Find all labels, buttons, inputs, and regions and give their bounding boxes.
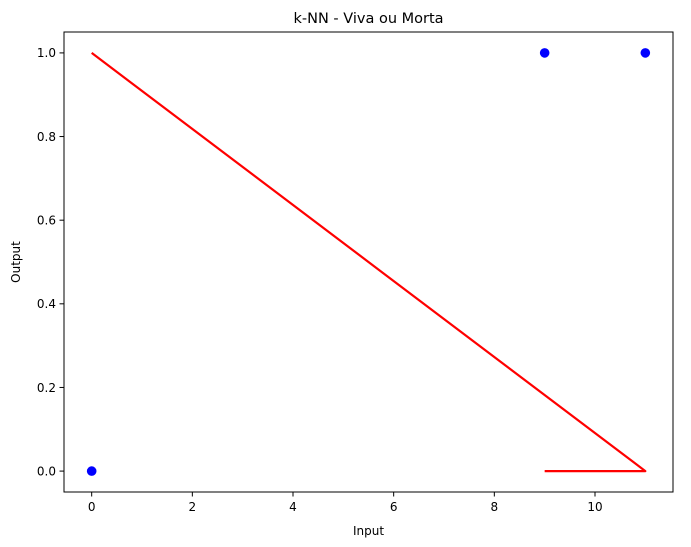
y-tick-label: 0.4 bbox=[37, 297, 56, 311]
x-tick-label: 0 bbox=[88, 500, 96, 514]
plot-area: 0 2 4 6 8 10 0.0 0.2 0.4 0.6 0.8 1.0 bbox=[37, 31, 674, 514]
y-tick-label: 0.8 bbox=[37, 130, 56, 144]
scatter-point bbox=[640, 48, 651, 58]
x-tick-label: 2 bbox=[189, 500, 197, 514]
y-tick-label: 1.0 bbox=[37, 46, 56, 60]
x-tick-label: 6 bbox=[390, 500, 398, 514]
x-tick-label: 10 bbox=[587, 500, 602, 514]
plot-frame bbox=[63, 31, 674, 493]
x-axis-label: Input bbox=[353, 524, 384, 538]
y-tick-label: 0.0 bbox=[37, 464, 56, 478]
chart-title: k-NN - Viva ou Morta bbox=[293, 11, 443, 27]
y-axis-label: Output bbox=[9, 241, 23, 283]
x-tick-label: 4 bbox=[289, 500, 297, 514]
scatter-point bbox=[86, 466, 97, 476]
y-tick-label: 0.2 bbox=[37, 381, 56, 395]
series-line bbox=[91, 52, 647, 473]
x-tick-label: 8 bbox=[491, 500, 499, 514]
scatter-point bbox=[539, 48, 550, 58]
y-tick-label: 0.6 bbox=[37, 213, 56, 227]
